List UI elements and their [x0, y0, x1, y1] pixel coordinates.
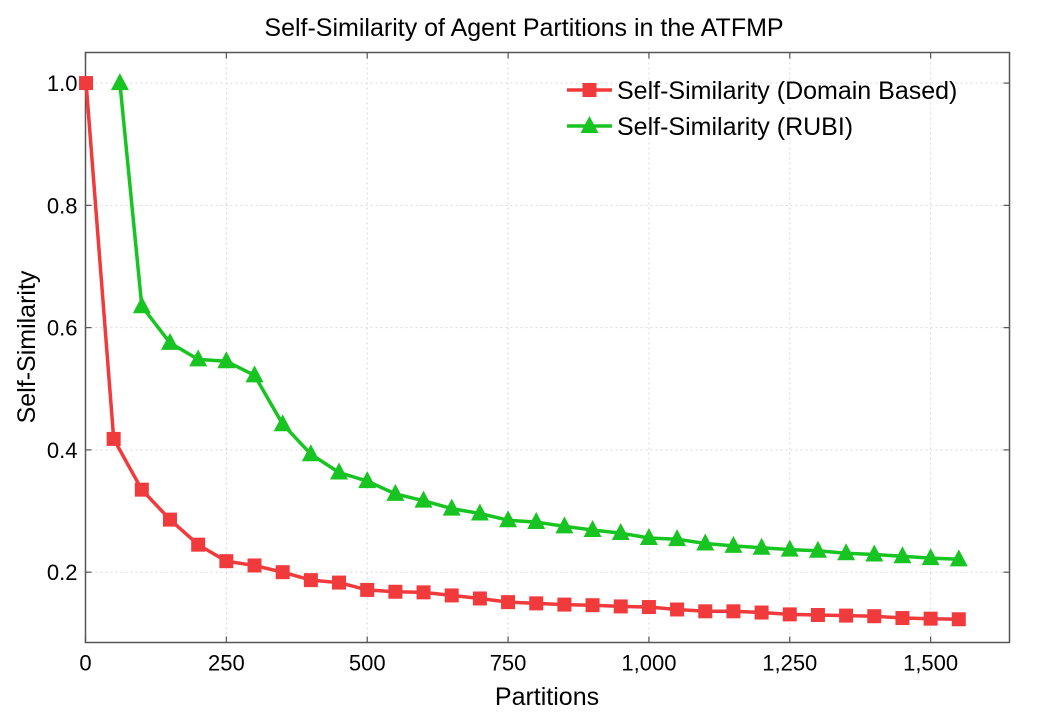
data-point — [527, 512, 546, 530]
x-axis-label: Partitions — [495, 683, 599, 711]
data-point — [217, 351, 236, 369]
legend: Self-Similarity (Domain Based) Self-Simil… — [567, 77, 957, 141]
chart-title: Self-Similarity of Agent Partitions in t… — [264, 14, 783, 42]
data-point — [161, 332, 180, 350]
data-point — [79, 76, 94, 91]
data-point — [529, 596, 544, 611]
x-tick-label: 1,500 — [903, 651, 958, 676]
y-tick-label: 0.8 — [47, 193, 78, 218]
data-point — [698, 604, 713, 619]
data-point — [810, 607, 825, 622]
series-line — [84, 82, 959, 622]
y-tick-label: 0.2 — [47, 560, 78, 585]
data-point — [837, 543, 856, 561]
y-tick-label: 0.6 — [47, 316, 78, 341]
data-point — [951, 612, 966, 627]
data-point — [247, 558, 262, 573]
legend-label: Self-Similarity (Domain Based) — [617, 77, 957, 105]
data-point — [358, 471, 377, 489]
data-point — [134, 482, 149, 497]
data-point — [949, 549, 968, 567]
x-tick-label: 750 — [490, 651, 527, 676]
legend-marker — [582, 83, 597, 97]
data-point — [724, 535, 743, 553]
legend-label: Self-Similarity (RUBI) — [617, 113, 853, 141]
data-point — [275, 565, 290, 580]
data-point — [189, 349, 208, 367]
data-point — [414, 490, 433, 508]
data-point — [499, 510, 518, 528]
data-point — [639, 527, 658, 545]
legend-marker — [580, 116, 599, 133]
data-point — [163, 512, 178, 527]
data-point — [470, 503, 489, 521]
y-tick-label: 1.0 — [47, 71, 78, 96]
data-point — [386, 483, 405, 501]
data-point — [611, 523, 630, 541]
x-tick-label: 0 — [79, 651, 91, 676]
series-2 — [110, 73, 968, 567]
data-point — [754, 605, 769, 620]
data-point — [442, 498, 461, 516]
data-point — [555, 516, 574, 534]
data-point — [923, 611, 938, 626]
data-point — [273, 414, 292, 432]
data-point — [332, 575, 347, 590]
data-point — [782, 607, 797, 622]
data-point — [921, 548, 940, 566]
data-point — [245, 365, 264, 383]
data-point — [893, 546, 912, 564]
data-point — [668, 529, 687, 547]
data-point — [895, 611, 910, 626]
data-point — [416, 585, 431, 600]
data-point — [472, 591, 487, 606]
data-point — [330, 462, 349, 480]
data-point — [641, 600, 656, 615]
data-point — [388, 584, 403, 599]
data-point — [670, 602, 685, 617]
data-point — [585, 598, 600, 613]
plot-frame — [84, 51, 1011, 644]
data-point — [808, 540, 827, 558]
y-tick-label: 0.4 — [47, 438, 78, 463]
data-point — [301, 444, 320, 462]
y-axis-label: Self-Similarity — [13, 270, 41, 423]
data-point — [752, 537, 771, 555]
series-1 — [79, 76, 966, 627]
legend-item: Self-Similarity (RUBI) — [567, 113, 853, 141]
data-point — [583, 520, 602, 538]
data-point — [360, 582, 375, 597]
legend-item: Self-Similarity (Domain Based) — [567, 77, 957, 105]
data-point — [613, 599, 628, 614]
data-point — [557, 597, 572, 612]
data-point — [780, 539, 799, 557]
x-tick-label: 250 — [208, 651, 245, 676]
series-line — [118, 82, 959, 562]
data-point — [132, 296, 151, 314]
axis-ticks: 0 250 500 750 1,000 1,250 1,500 0.2 0.4 0.6 0.8 1.0 — [47, 52, 1010, 676]
data-point — [726, 604, 741, 619]
data-point — [444, 588, 459, 603]
data-point — [303, 573, 318, 588]
data-point — [191, 537, 206, 552]
x-tick-label: 1,250 — [762, 651, 817, 676]
data-point — [839, 608, 854, 623]
x-tick-label: 500 — [349, 651, 386, 676]
data-point — [696, 533, 715, 551]
data-point — [106, 431, 121, 446]
data-point — [867, 609, 882, 624]
data-point — [865, 544, 884, 562]
x-tick-label: 1,000 — [621, 651, 676, 676]
data-point — [501, 595, 516, 610]
data-series — [79, 73, 968, 627]
data-point — [110, 73, 129, 91]
data-point — [219, 554, 234, 569]
